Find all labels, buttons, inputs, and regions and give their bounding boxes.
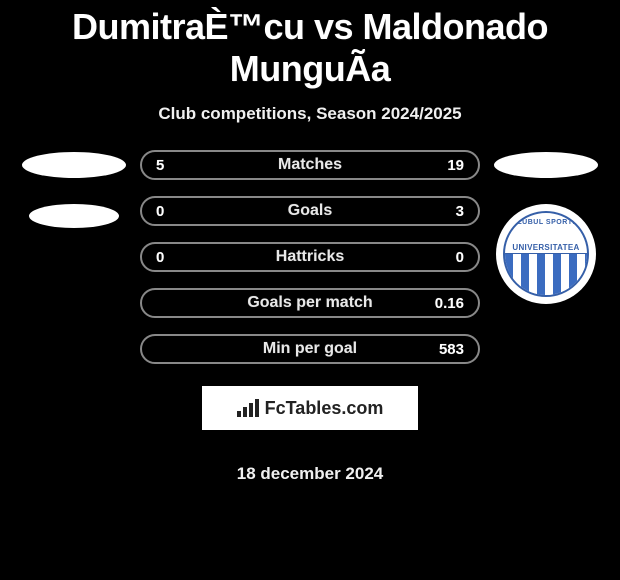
stat-right-value: 3 [434,203,464,220]
right-player-column: CLUBUL SPORTIV UNIVERSITATEA [486,150,606,304]
badge-mid-text: UNIVERSITATEA [505,243,587,252]
player-photo-placeholder [22,152,126,178]
stat-right-value: 19 [434,157,464,174]
left-player-column [14,150,134,228]
stat-row-goals: 0 Goals 3 [140,196,480,226]
badge-top-text: CLUBUL SPORTIV [505,219,587,226]
badge-stripes [505,253,587,295]
stat-label: Goals per match [247,294,372,312]
comparison-card: DumitraÈ™cu vs Maldonado MunguÃ­a Club c… [0,0,620,484]
main-row: 5 Matches 19 0 Goals 3 0 Hattricks 0 Goa… [8,150,612,484]
stat-label: Matches [278,156,342,174]
stat-right-value: 583 [434,341,464,358]
club-logo-placeholder [29,204,119,228]
stat-row-hattricks: 0 Hattricks 0 [140,242,480,272]
stat-left-value: 0 [156,249,186,266]
date-stamp: 18 december 2024 [237,464,384,484]
stats-column: 5 Matches 19 0 Goals 3 0 Hattricks 0 Goa… [134,150,486,484]
club-badge-inner: CLUBUL SPORTIV UNIVERSITATEA [503,211,589,297]
stat-right-value: 0.16 [434,295,464,312]
stat-left-value: 0 [156,203,186,220]
club-badge: CLUBUL SPORTIV UNIVERSITATEA [496,204,596,304]
stat-right-value: 0 [434,249,464,266]
player-photo-placeholder [494,152,598,178]
stat-label: Hattricks [276,248,344,266]
stat-row-goals-per-match: Goals per match 0.16 [140,288,480,318]
bar-chart-icon [237,399,259,417]
brand-text: FcTables.com [265,398,384,419]
page-title: DumitraÈ™cu vs Maldonado MunguÃ­a [8,6,612,90]
subtitle: Club competitions, Season 2024/2025 [158,104,461,124]
stat-label: Goals [288,202,332,220]
stat-left-value: 5 [156,157,186,174]
stat-row-matches: 5 Matches 19 [140,150,480,180]
brand-box[interactable]: FcTables.com [202,386,418,430]
stat-row-min-per-goal: Min per goal 583 [140,334,480,364]
stat-label: Min per goal [263,340,357,358]
